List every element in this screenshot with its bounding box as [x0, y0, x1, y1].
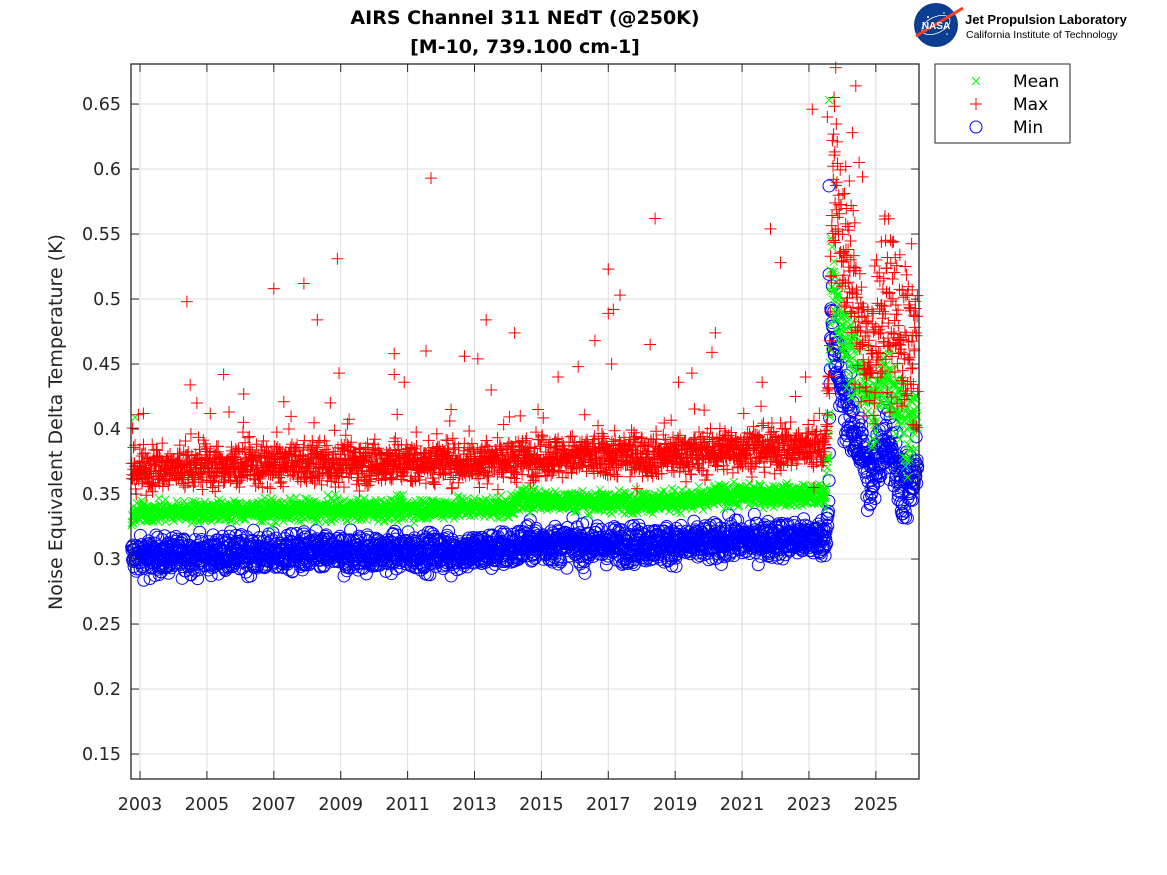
min-point [855, 418, 869, 432]
min-point [843, 387, 857, 401]
min-point [836, 381, 850, 395]
min-point [175, 571, 189, 585]
min-point [388, 524, 402, 538]
min-point [184, 568, 198, 582]
min-point [868, 492, 882, 506]
min-point [710, 517, 724, 531]
min-point [191, 572, 205, 586]
min-point [669, 559, 683, 573]
series-min [125, 179, 925, 587]
min-point [771, 551, 785, 565]
grid [131, 64, 919, 779]
min-point [859, 439, 873, 453]
min-point [202, 535, 216, 549]
min-point [193, 525, 207, 539]
data-marks [125, 61, 925, 587]
jpl-title: Jet Propulsion Laboratory [965, 12, 1128, 27]
min-point [821, 519, 835, 533]
min-point [665, 559, 679, 573]
min-point [192, 563, 206, 577]
min-point [137, 573, 151, 587]
min-point [621, 556, 635, 570]
min-point [442, 524, 456, 538]
min-point [432, 532, 446, 546]
min-point [627, 557, 641, 571]
min-point [204, 569, 218, 583]
min-point [823, 411, 837, 425]
min-point [830, 365, 844, 379]
min-point [560, 561, 574, 575]
min-point [747, 507, 761, 521]
min-point [818, 539, 832, 553]
jpl-subtitle: California Institute of Technology [966, 29, 1118, 41]
plot-area [125, 61, 925, 780]
jpl-logo: NASA Jet Propulsion Laboratory Californi… [914, 3, 1128, 47]
min-point [751, 558, 765, 572]
min-point [854, 411, 868, 425]
nasa-meatball-icon: NASA [914, 3, 964, 47]
min-point [206, 528, 220, 542]
min-point [525, 553, 539, 567]
min-point [820, 537, 834, 551]
min-point [819, 532, 833, 546]
min-point [827, 348, 841, 362]
min-point [821, 508, 835, 522]
chart-title-line-2: [M-10, 739.100 cm-1] [410, 36, 640, 58]
min-point [393, 560, 407, 574]
min-point [235, 533, 249, 547]
min-point [384, 567, 398, 581]
chart-title-line-1: AIRS Channel 311 NEdT (@250K) [350, 7, 699, 29]
min-point [361, 530, 375, 544]
min-point [286, 564, 300, 578]
min-point [855, 426, 869, 440]
min-point [714, 557, 728, 571]
min-point [615, 523, 629, 537]
plot-background [131, 64, 919, 779]
min-point [493, 525, 507, 539]
nasa-text: NASA [922, 21, 950, 32]
min-point [819, 521, 833, 535]
min-point [846, 404, 860, 418]
min-point [865, 485, 879, 499]
min-point [817, 523, 831, 537]
